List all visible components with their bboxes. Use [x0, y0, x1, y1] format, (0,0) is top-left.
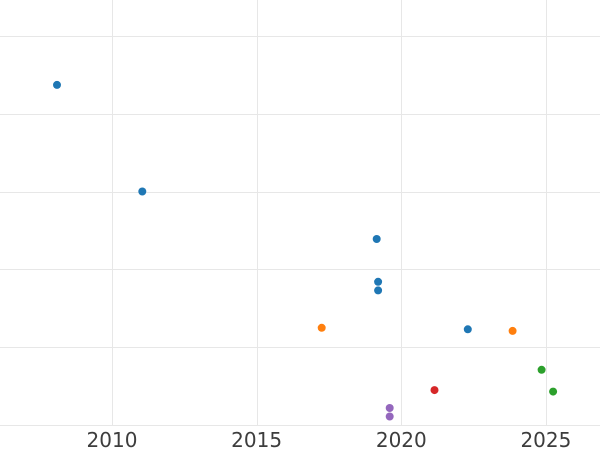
x-axis-tick-label: 2025: [520, 428, 571, 450]
data-point-blue: [372, 235, 381, 243]
data-point-red: [430, 386, 439, 395]
data-point-blue: [138, 187, 147, 196]
data-point-green: [549, 387, 558, 396]
data-point-orange: [508, 326, 517, 335]
data-point-green: [537, 365, 546, 374]
data-point-blue: [463, 325, 472, 334]
data-point-blue: [374, 286, 383, 295]
data-point-purple: [385, 404, 394, 412]
x-axis-tick-label: 2010: [87, 428, 138, 450]
data-point-blue: [53, 80, 61, 89]
x-axis-tick-label: 2015: [231, 428, 282, 450]
data-point-orange: [317, 323, 326, 332]
x-axis-tick-label: 2020: [376, 428, 427, 450]
data-point-purple: [385, 412, 394, 421]
data-point-blue: [374, 277, 383, 286]
